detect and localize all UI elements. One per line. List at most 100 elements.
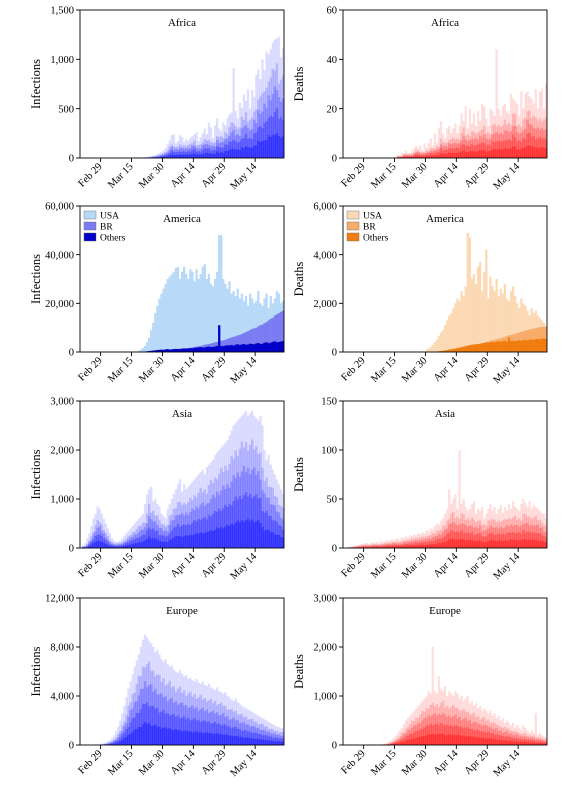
bar xyxy=(246,147,250,158)
bar xyxy=(236,128,239,158)
bar xyxy=(415,537,418,548)
bar xyxy=(263,493,266,548)
bar xyxy=(170,514,173,548)
x-tick-label: Mar 30 xyxy=(400,355,429,384)
bar xyxy=(162,155,165,158)
bar xyxy=(491,532,494,548)
bar xyxy=(180,717,184,745)
bar xyxy=(193,718,196,745)
bar xyxy=(141,534,145,548)
bar xyxy=(400,537,404,548)
bar xyxy=(530,730,533,745)
bar xyxy=(456,152,459,158)
bar xyxy=(468,539,472,548)
x-tick-label: Apr 14 xyxy=(432,161,461,190)
bar xyxy=(536,120,540,158)
legend-label: BR xyxy=(363,223,376,233)
bar xyxy=(476,508,480,548)
bar xyxy=(454,714,457,745)
bar xyxy=(518,727,521,745)
bar-others xyxy=(516,340,519,352)
bar xyxy=(150,684,153,745)
bar xyxy=(421,532,424,548)
bar xyxy=(419,152,422,158)
bar xyxy=(481,710,484,745)
bar xyxy=(427,725,430,745)
bar xyxy=(216,151,219,158)
bar xyxy=(222,528,225,548)
bar xyxy=(242,717,246,745)
bar xyxy=(544,537,547,548)
bar xyxy=(509,740,513,745)
bar xyxy=(174,536,178,548)
bar xyxy=(439,734,443,745)
bar xyxy=(172,527,176,548)
bar xyxy=(183,716,186,745)
bar xyxy=(279,727,283,745)
bar xyxy=(164,713,167,745)
bar xyxy=(483,724,486,745)
bar xyxy=(123,732,126,745)
bar xyxy=(431,544,434,548)
bar xyxy=(199,520,202,548)
bar xyxy=(236,472,239,548)
bar xyxy=(129,702,132,745)
bar xyxy=(456,516,459,548)
bar xyxy=(110,542,114,548)
bar xyxy=(164,526,167,548)
bar xyxy=(191,522,194,548)
bar xyxy=(417,736,420,745)
bar xyxy=(353,546,356,548)
bar xyxy=(197,148,200,158)
bar xyxy=(106,528,110,548)
bar xyxy=(398,544,401,548)
bar xyxy=(197,518,200,548)
bar xyxy=(104,532,108,548)
bar xyxy=(242,495,246,548)
bar xyxy=(483,523,486,548)
bar xyxy=(261,729,264,745)
bar xyxy=(232,736,235,745)
bar xyxy=(259,125,262,158)
bar xyxy=(384,544,387,548)
bar xyxy=(148,489,151,548)
bar xyxy=(170,150,173,158)
bar xyxy=(476,715,480,745)
bar xyxy=(234,736,237,745)
bar xyxy=(398,541,401,548)
bar xyxy=(238,102,241,158)
bar xyxy=(373,545,377,548)
bar xyxy=(437,676,441,745)
bar xyxy=(189,524,192,548)
bar xyxy=(493,739,496,745)
bar xyxy=(384,543,387,548)
bar xyxy=(476,520,480,548)
bar xyxy=(205,701,209,745)
bar xyxy=(106,743,110,745)
x-tick-label: Mar 30 xyxy=(137,161,166,190)
bar xyxy=(520,148,523,158)
bar xyxy=(172,508,176,548)
bar xyxy=(207,144,211,158)
x-tick-label: Mar 30 xyxy=(400,161,429,190)
bar xyxy=(164,156,167,158)
bar xyxy=(466,510,469,548)
y-axis-label: Deaths xyxy=(292,457,306,492)
bar xyxy=(491,111,494,158)
bar xyxy=(211,703,215,745)
bar xyxy=(427,544,430,548)
bar xyxy=(411,153,414,158)
bar xyxy=(180,151,184,158)
bar xyxy=(213,125,217,158)
bar xyxy=(485,542,488,548)
y-tick-label: 1,000 xyxy=(50,495,74,506)
bar xyxy=(495,126,498,158)
bar xyxy=(503,140,507,158)
bar xyxy=(201,469,204,548)
bar xyxy=(474,151,478,158)
bar xyxy=(211,143,215,158)
bar xyxy=(267,486,270,548)
bar xyxy=(160,154,163,158)
